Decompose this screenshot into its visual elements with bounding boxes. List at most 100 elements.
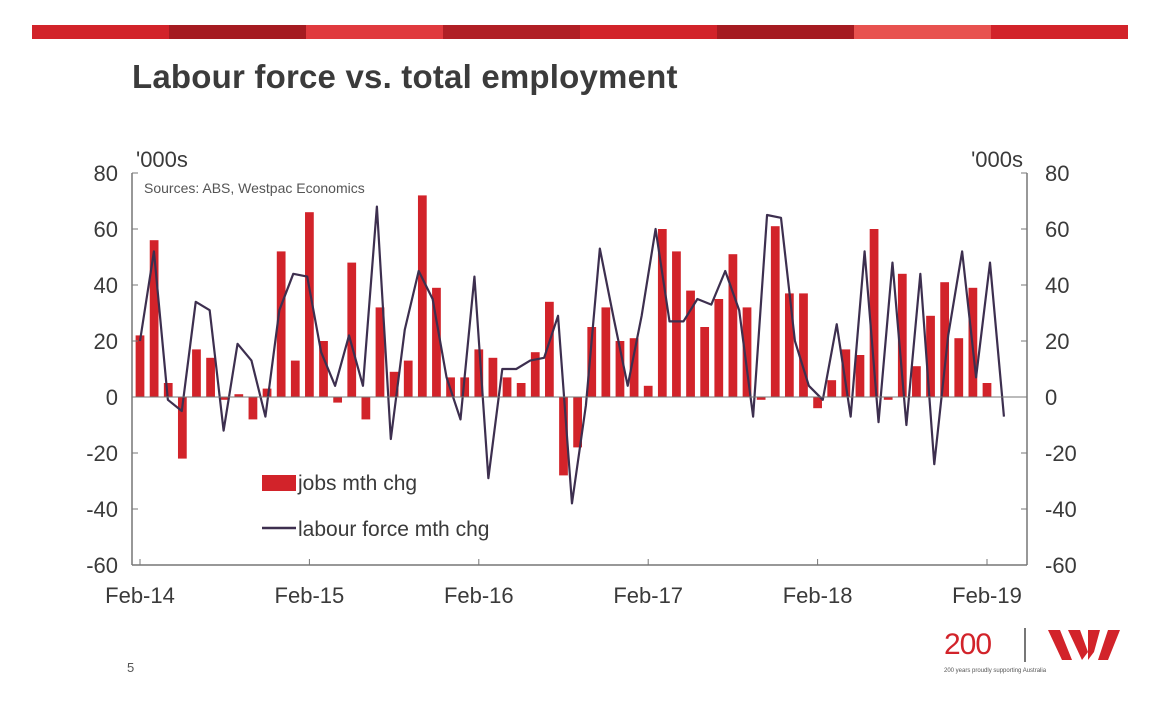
jobs-bar: [305, 212, 314, 397]
jobs-bar: [883, 397, 893, 400]
anniversary-logo-text: 200: [944, 628, 992, 661]
labour-force-line-group: [138, 205, 1006, 505]
jobs-bar: [319, 341, 328, 397]
left-y-tick-label: -60: [86, 553, 118, 578]
jobs-bar: [474, 349, 484, 397]
jobs-bar: [403, 360, 413, 397]
jobs-bar: [516, 383, 526, 397]
jobs-bar: [361, 397, 371, 420]
jobs-bar: [770, 226, 780, 397]
page-number: 5: [127, 660, 135, 675]
tick-labels-group: 80 80 60 60 40 40 20 20 0 0 -20 -20 -40 -40 -60 -60 Feb-…: [86, 161, 1077, 608]
logo-tagline: 200 years proudly supporting Australia: [944, 668, 1047, 674]
left-y-tick-label: 60: [94, 217, 118, 242]
jobs-bar: [742, 307, 752, 397]
x-tick-label: Feb-18: [783, 583, 853, 608]
slide-title: Labour force vs. total employment: [132, 58, 678, 95]
right-y-tick-label: 20: [1045, 329, 1069, 354]
jobs-bar: [432, 287, 441, 397]
right-y-tick-label: 0: [1045, 385, 1057, 410]
jobs-bar: [276, 251, 286, 397]
left-y-tick-label: 20: [94, 329, 118, 354]
right-y-tick-label: 40: [1045, 273, 1069, 298]
left-y-tick-label: 40: [94, 273, 118, 298]
header-color-segment: [443, 25, 580, 39]
jobs-bar: [827, 380, 837, 397]
x-tick-label: Feb-16: [444, 583, 514, 608]
logo-divider: [1024, 628, 1026, 662]
right-y-tick-label: 60: [1045, 217, 1069, 242]
left-y-tick-label: 80: [94, 161, 118, 186]
jobs-bar: [333, 397, 343, 403]
jobs-bar: [149, 240, 159, 397]
jobs-bar: [220, 397, 230, 400]
jobs-bar: [290, 360, 300, 397]
jobs-bar: [855, 355, 865, 397]
left-axis-unit: '000s: [136, 147, 188, 172]
jobs-bar: [940, 282, 950, 397]
x-tick-label: Feb-19: [952, 583, 1022, 608]
header-color-segment: [580, 25, 717, 39]
right-y-tick-label: 80: [1045, 161, 1069, 186]
header-color-segment: [991, 25, 1128, 39]
header-color-segment: [32, 25, 169, 39]
right-axis-unit: '000s: [971, 147, 1023, 172]
jobs-bar: [799, 293, 808, 397]
westpac-logo-icon: [1048, 630, 1120, 660]
jobs-bar: [615, 341, 625, 397]
jobs-bar: [375, 307, 385, 397]
header-color-bar: [32, 25, 1128, 39]
jobs-bar: [657, 229, 667, 397]
source-note: Sources: ABS, Westpac Economics: [144, 180, 365, 196]
jobs-bar: [135, 335, 145, 397]
jobs-bar: [248, 397, 258, 420]
x-tick-label: Feb-14: [105, 583, 175, 608]
jobs-bar: [417, 195, 427, 397]
jobs-bar: [982, 383, 992, 397]
jobs-bar: [629, 338, 639, 397]
labour-force-line: [138, 205, 1006, 505]
jobs-bar: [954, 338, 964, 397]
jobs-bar: [700, 327, 710, 397]
jobs-bar: [206, 357, 215, 397]
left-y-tick-label: -20: [86, 441, 118, 466]
left-y-tick-label: -40: [86, 497, 118, 522]
right-y-tick-label: -40: [1045, 497, 1077, 522]
legend-label-labour-force: labour force mth chg: [298, 518, 489, 541]
ticks-group: [132, 172, 1027, 566]
jobs-bar: [714, 299, 724, 397]
jobs-bar: [897, 273, 907, 397]
header-color-segment: [306, 25, 443, 39]
jobs-bar: [869, 229, 879, 397]
jobs-bar: [262, 388, 272, 397]
jobs-bar: [573, 397, 582, 448]
x-tick-label: Feb-15: [275, 583, 345, 608]
jobs-bar: [672, 251, 681, 397]
x-tick-label: Feb-17: [613, 583, 683, 608]
jobs-bar: [841, 349, 851, 397]
jobs-bar: [784, 293, 794, 397]
jobs-bar: [559, 397, 568, 476]
jobs-bar: [545, 301, 554, 397]
header-color-segment: [169, 25, 306, 39]
jobs-bar: [347, 262, 357, 397]
jobs-bar: [813, 397, 822, 409]
header-color-segment: [717, 25, 854, 39]
jobs-bar: [234, 394, 244, 397]
right-y-tick-label: -60: [1045, 553, 1077, 578]
jobs-bar: [728, 254, 738, 397]
jobs-bar: [686, 290, 695, 397]
jobs-bars-group: [135, 195, 992, 476]
jobs-bar: [912, 366, 921, 397]
jobs-bar: [177, 397, 187, 459]
axes-group: [131, 173, 1028, 566]
jobs-bar: [389, 371, 399, 397]
jobs-bar: [601, 307, 611, 397]
jobs-bar: [502, 377, 512, 397]
jobs-bar: [756, 397, 766, 400]
legend: jobs mth chg labour force mth chg: [262, 472, 489, 541]
header-color-segment: [854, 25, 991, 39]
jobs-bar: [488, 357, 498, 397]
left-y-tick-label: 0: [106, 385, 118, 410]
